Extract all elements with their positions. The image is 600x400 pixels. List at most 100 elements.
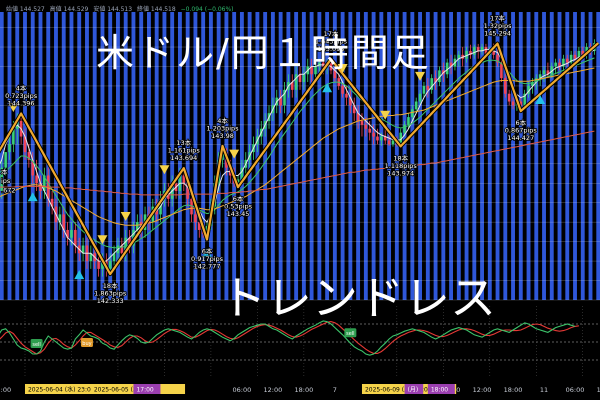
swing-label-layer: 4本0.723pips144.39618本1.863pips142.33313本… (0, 13, 538, 306)
hour-band (286, 12, 291, 300)
hour-band (139, 12, 144, 300)
oscillator-d-line (0, 321, 579, 355)
swing-label-text: 0.917pips (191, 255, 224, 263)
hour-band (394, 12, 399, 300)
candle-body (554, 62, 557, 67)
candle-body (108, 261, 112, 269)
zigzag-line (0, 42, 600, 276)
hour-band (270, 12, 275, 300)
hour-band (208, 12, 213, 300)
swing-label-text: 6本 (233, 194, 244, 203)
moving-average-line-4 (0, 130, 595, 196)
candle-body (364, 124, 368, 129)
hour-band (154, 12, 159, 300)
hour-band (0, 12, 4, 300)
hour-band (580, 12, 585, 300)
moving-average-line-1 (0, 48, 595, 262)
candle-body (422, 85, 426, 94)
candle-body (387, 140, 391, 145)
hour-band (549, 12, 554, 300)
sell-badge (30, 339, 43, 348)
swing-label-text: 1.32pips (484, 22, 513, 30)
hour-band (433, 12, 438, 300)
candle-body (124, 237, 127, 254)
hour-band (185, 12, 190, 300)
hour-band (301, 12, 306, 300)
candle-body (290, 82, 294, 90)
hour-band (472, 12, 477, 300)
ohlc-change: −0.094 (−0.06%) (180, 6, 234, 13)
candle-body (333, 70, 337, 79)
candle-body (89, 253, 93, 262)
candle-body (70, 229, 73, 238)
hour-band (534, 12, 539, 300)
swing-label-text: 145.093 (318, 45, 345, 53)
time-axis-highlight-label: 2025-06-05 (木) 13:00 (94, 386, 161, 394)
hour-band (61, 12, 66, 300)
candle-body (120, 245, 124, 254)
candle-body (4, 152, 7, 168)
candle-body (519, 101, 523, 106)
candle-body (418, 93, 422, 102)
hour-band (456, 12, 461, 300)
swing-label-text: 0.53pips (224, 203, 253, 211)
hour-band (379, 12, 384, 300)
candle-body (457, 54, 461, 59)
candle-body (573, 54, 577, 59)
hour-band (239, 12, 244, 300)
candle-body (399, 132, 403, 145)
swing-label-text: 本 (1, 167, 8, 176)
buy-signal-marker (202, 248, 213, 258)
swing-label-text: 1.643pips (315, 38, 348, 46)
swing-label-text: 6本 (515, 118, 526, 127)
candle-body (279, 97, 282, 106)
buy-signal-marker (535, 94, 546, 104)
candle-body (403, 124, 406, 133)
hour-band (348, 12, 353, 300)
hour-band (15, 12, 20, 300)
swing-label-text: 17本 (324, 29, 339, 38)
candle-body (503, 78, 507, 94)
hour-band (518, 12, 523, 300)
time-axis-highlight-label: 18:00 (431, 387, 448, 394)
hour-band (317, 12, 322, 300)
candle-body (511, 101, 515, 106)
hour-band (557, 12, 562, 300)
candle-body (345, 93, 348, 98)
hour-band (294, 12, 299, 300)
time-axis-tick: 06:00 (566, 386, 585, 394)
swing-label-text: 18本 (393, 153, 408, 162)
swing-label-text: 145.294 (484, 30, 511, 38)
swing-label-text: .672 (1, 187, 15, 195)
candle-body (23, 136, 27, 153)
candle-body (476, 47, 480, 51)
candle-body (438, 70, 441, 83)
time-axis-highlight (427, 384, 455, 394)
time-axis-highlight-label: 2025-06-09 (月) 10:00 (365, 387, 432, 394)
swing-label-text: 4本 (16, 84, 27, 93)
swing-label-text: 6本 (202, 247, 213, 256)
candle-body (550, 66, 554, 75)
hour-band (596, 12, 600, 300)
swing-label-text: 144.427 (507, 134, 534, 142)
candle-body (407, 117, 410, 125)
time-axis-tick: 7 (333, 386, 337, 394)
candle-body (500, 62, 503, 79)
time-axis: 12:0006:0012:0018:00706:0012:0018:001106… (0, 380, 600, 400)
candle-body (194, 214, 197, 223)
candle-body (538, 74, 542, 79)
sell-signal-marker (337, 64, 348, 74)
candle-body (542, 70, 546, 75)
candle-body (236, 179, 240, 184)
candle-body (352, 105, 356, 114)
hour-band (495, 12, 500, 300)
hour-band (201, 12, 206, 300)
oscillator-k-line (0, 320, 576, 356)
buy-signal-marker (27, 192, 38, 202)
hour-band (542, 12, 546, 300)
candle-body (372, 132, 375, 137)
hour-band (332, 12, 337, 300)
candle-body (136, 222, 139, 230)
hour-band (278, 12, 283, 300)
